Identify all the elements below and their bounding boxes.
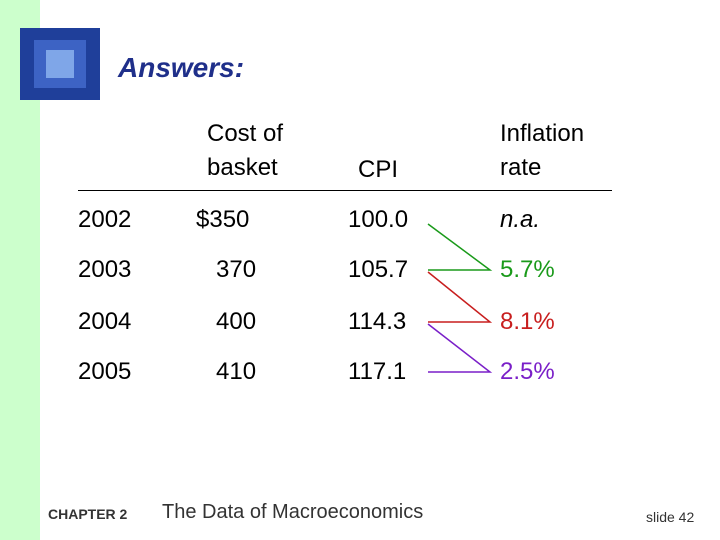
- column-header: CPI: [358, 156, 399, 183]
- table-cell: 8.1%: [500, 308, 555, 335]
- table-cell: 2.5%: [500, 358, 555, 385]
- header-rule: [78, 190, 612, 191]
- table-cell: 2003: [78, 256, 132, 283]
- table-cell: 2002: [78, 206, 132, 233]
- table-cell: n.a.: [500, 206, 541, 233]
- table-cell: 100.0: [348, 206, 409, 233]
- table-cell: 2004: [78, 308, 132, 335]
- footer-slide: slide 42: [646, 509, 695, 525]
- connector: [427, 223, 493, 271]
- connector: [427, 271, 493, 323]
- table-cell: 114.3: [348, 308, 407, 335]
- table-cell: 2005: [78, 358, 132, 385]
- title: Answers:: [118, 52, 245, 83]
- logo-icon: [20, 28, 100, 100]
- column-header: Inflation rate: [500, 120, 585, 181]
- table-cell: 400: [216, 308, 257, 335]
- table-cell: 370: [216, 256, 257, 283]
- table-cell: 117.1: [348, 358, 407, 385]
- footer-book: The Data of Macroeconomics: [162, 501, 424, 523]
- table-cell: $350: [196, 206, 250, 233]
- table-cell: 410: [216, 358, 257, 385]
- table-cell: 5.7%: [500, 256, 555, 283]
- table-cell: 105.7: [348, 256, 409, 283]
- column-header: Cost of basket: [207, 120, 284, 181]
- footer-chapter: CHAPTER 2: [48, 506, 128, 522]
- connector: [427, 323, 493, 373]
